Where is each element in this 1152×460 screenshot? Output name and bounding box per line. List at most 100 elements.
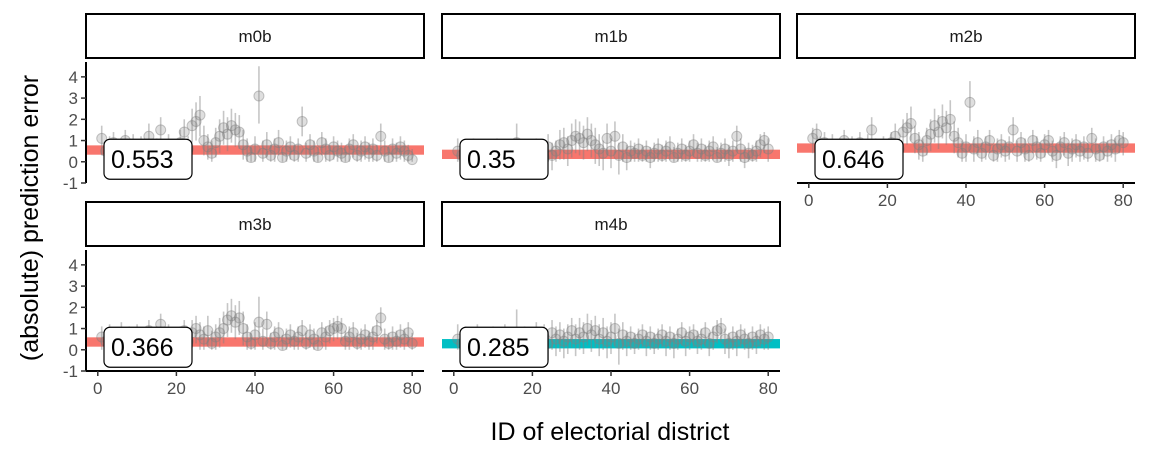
data-point xyxy=(621,152,633,164)
data-point xyxy=(324,325,336,337)
data-point xyxy=(917,145,929,157)
data-point xyxy=(300,337,312,349)
data-point xyxy=(328,323,340,335)
data-point xyxy=(253,316,265,328)
data-point xyxy=(351,149,363,161)
data-point xyxy=(1098,141,1110,153)
data-point xyxy=(351,337,363,349)
data-point xyxy=(640,145,652,157)
strip-label-m4b: m4b xyxy=(594,215,627,234)
data-point xyxy=(390,147,402,159)
mae-label-box xyxy=(814,138,904,180)
data-point xyxy=(210,137,222,149)
x-tick-label: 40 xyxy=(957,191,976,210)
x-tick-label: 0 xyxy=(93,379,102,398)
data-point xyxy=(621,335,633,347)
data-point xyxy=(558,137,570,149)
x-tick-label: 40 xyxy=(602,379,621,398)
y-tick-label: 1 xyxy=(69,320,78,339)
data-point xyxy=(269,143,281,155)
data-point xyxy=(249,329,261,341)
data-point xyxy=(581,323,593,335)
data-point xyxy=(277,152,289,164)
data-point xyxy=(715,147,727,159)
data-point xyxy=(999,145,1011,157)
data-point xyxy=(727,145,739,157)
data-point xyxy=(320,143,332,155)
data-point xyxy=(629,147,641,159)
data-point xyxy=(739,152,751,164)
data-point xyxy=(237,139,249,151)
data-point xyxy=(402,149,414,161)
data-point xyxy=(394,329,406,341)
data-point xyxy=(296,325,308,337)
data-point xyxy=(324,149,336,161)
data-point xyxy=(743,147,755,159)
data-point xyxy=(668,152,680,164)
data-point xyxy=(218,323,230,335)
data-point xyxy=(703,145,715,157)
data-point xyxy=(944,113,956,125)
y-tick-label: 3 xyxy=(69,277,78,296)
data-point xyxy=(249,143,261,155)
mae-label-box xyxy=(103,326,193,368)
data-point xyxy=(284,141,296,153)
data-point xyxy=(897,126,909,138)
data-point xyxy=(1101,145,1113,157)
data-point xyxy=(991,143,1003,155)
y-tick-label: 1 xyxy=(69,132,78,151)
data-point xyxy=(676,327,688,339)
data-point xyxy=(901,122,913,134)
data-point xyxy=(648,147,660,159)
data-point xyxy=(570,130,582,142)
data-point xyxy=(613,337,625,349)
data-point xyxy=(976,147,988,159)
data-point xyxy=(398,333,410,345)
data-point xyxy=(96,132,108,144)
data-point xyxy=(613,149,625,161)
data-point xyxy=(699,327,711,339)
data-point xyxy=(589,325,601,337)
data-point xyxy=(277,340,289,352)
data-point xyxy=(206,147,218,159)
x-tick-label: 60 xyxy=(680,379,699,398)
data-point xyxy=(554,139,566,151)
strip-m4b xyxy=(441,201,781,247)
panel-m1b: m1b 0.35 xyxy=(441,13,781,180)
data-point xyxy=(1066,143,1078,155)
data-point xyxy=(660,145,672,157)
data-point xyxy=(633,143,645,155)
data-point xyxy=(257,335,269,347)
data-point xyxy=(703,337,715,349)
data-point xyxy=(754,329,766,341)
data-point xyxy=(644,331,656,343)
y-tick-label: 0 xyxy=(69,341,78,360)
data-point xyxy=(343,143,355,155)
data-point xyxy=(644,152,656,164)
data-point xyxy=(574,132,586,144)
data-point xyxy=(636,149,648,161)
data-point xyxy=(574,327,586,339)
data-point xyxy=(680,335,692,347)
data-point xyxy=(155,124,167,136)
data-point xyxy=(581,128,593,140)
data-point xyxy=(1046,145,1058,157)
data-point xyxy=(300,147,312,159)
strip-m0b xyxy=(85,13,425,59)
data-point xyxy=(1031,141,1043,153)
data-point xyxy=(711,325,723,337)
y-tick-label: 4 xyxy=(69,68,78,87)
data-point xyxy=(550,333,562,345)
data-point xyxy=(406,337,418,349)
data-point xyxy=(758,333,770,345)
strip-label-m2b: m2b xyxy=(949,27,982,46)
data-point xyxy=(688,139,700,151)
data-point xyxy=(245,152,257,164)
data-point xyxy=(652,143,664,155)
data-point xyxy=(1117,137,1129,149)
data-point xyxy=(707,331,719,343)
data-point xyxy=(995,139,1007,151)
data-point xyxy=(562,331,574,343)
panel-m2b: m2b 0.646 0 20 40 60 80 xyxy=(796,13,1136,210)
